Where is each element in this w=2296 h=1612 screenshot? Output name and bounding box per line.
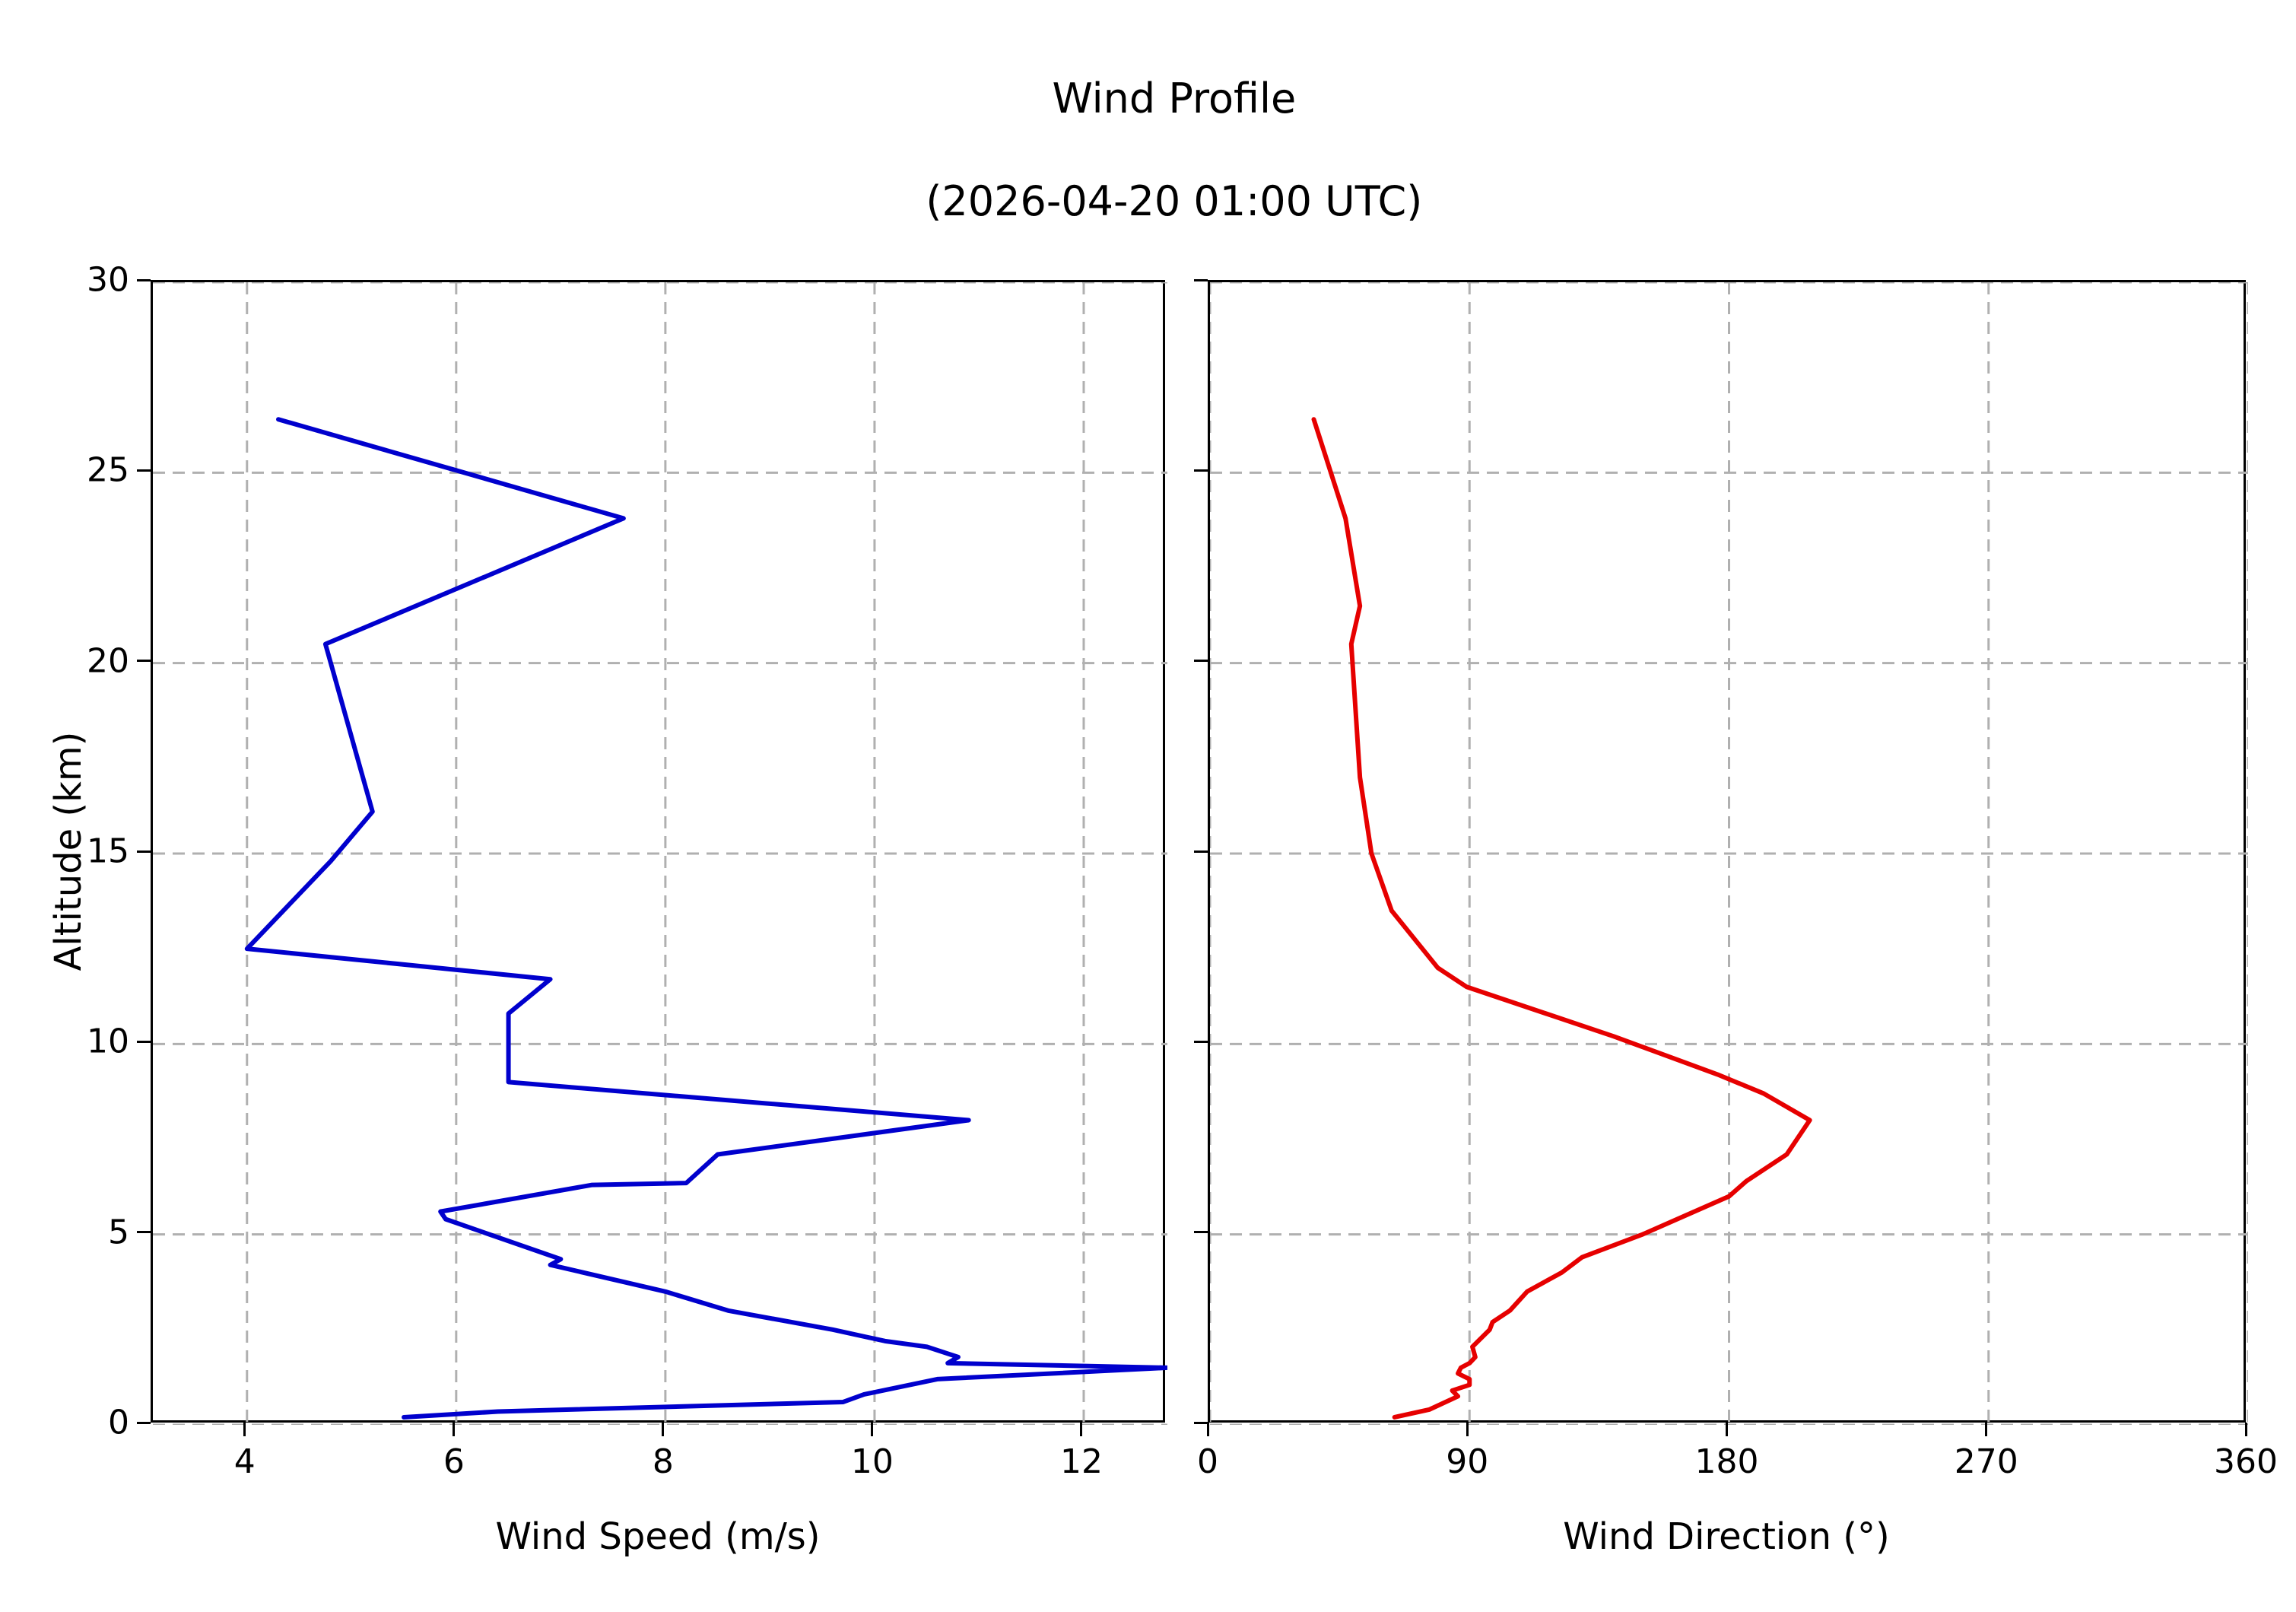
x-tick-mark — [871, 1423, 874, 1436]
x-tick-mark — [1466, 1423, 1469, 1436]
y-tick-label: 20 — [87, 641, 129, 681]
x-tick-label: 0 — [1197, 1442, 1218, 1481]
wind-speed-plot-area — [153, 282, 1167, 1425]
wind-direction-axes — [1208, 280, 2248, 1425]
y-tick-mark — [137, 1040, 151, 1043]
x-tick-label: 12 — [1059, 1442, 1103, 1481]
y-tick-mark — [137, 469, 151, 472]
data-series-line — [244, 417, 1167, 1420]
x-tick-mark — [662, 1423, 665, 1436]
x-tick-mark — [1726, 1423, 1728, 1436]
y-tick-mark — [137, 850, 151, 853]
y-tick-mark — [1194, 1231, 1208, 1234]
y-tick-label: 5 — [108, 1213, 129, 1252]
y-tick-mark — [1194, 660, 1208, 663]
wind-speed-xlabel: Wind Speed (m/s) — [495, 1515, 821, 1558]
data-series-line — [1311, 417, 1812, 1420]
wind-direction-plot-area — [1210, 282, 2248, 1425]
y-tick-label: 15 — [87, 831, 129, 871]
figure-title: Wind Profile (2026-04-20 01:00 UTC) — [0, 21, 2296, 278]
y-tick-mark — [1194, 850, 1208, 853]
x-tick-mark — [2244, 1423, 2247, 1436]
x-tick-label: 360 — [2214, 1442, 2278, 1481]
figure-title-line2: (2026-04-20 01:00 UTC) — [926, 176, 1423, 225]
y-tick-label: 10 — [87, 1022, 129, 1061]
x-tick-label: 6 — [443, 1442, 465, 1481]
y-tick-label: 30 — [87, 260, 129, 300]
y-tick-mark — [1194, 278, 1208, 281]
y-tick-mark — [137, 278, 151, 281]
y-tick-label: 0 — [108, 1403, 129, 1442]
x-tick-mark — [1080, 1423, 1083, 1436]
x-tick-mark — [243, 1423, 246, 1436]
x-tick-mark — [453, 1423, 456, 1436]
x-tick-label: 180 — [1694, 1442, 1759, 1481]
x-tick-label: 8 — [652, 1442, 674, 1481]
y-tick-label: 25 — [87, 450, 129, 490]
y-tick-mark — [1194, 1040, 1208, 1043]
x-tick-mark — [1985, 1423, 1988, 1436]
y-tick-mark — [137, 1231, 151, 1234]
wind-direction-xlabel: Wind Direction (°) — [1563, 1515, 1890, 1558]
y-tick-mark — [1194, 469, 1208, 472]
y-tick-mark — [1194, 1421, 1208, 1424]
wind-speed-axes — [151, 280, 1167, 1425]
x-tick-mark — [1206, 1423, 1209, 1436]
x-tick-label: 10 — [850, 1442, 894, 1481]
altitude-ylabel: Altitude (km) — [47, 731, 90, 971]
y-tick-mark — [137, 1421, 151, 1424]
y-tick-mark — [137, 660, 151, 663]
figure-title-line1: Wind Profile — [1052, 74, 1297, 122]
x-tick-label: 90 — [1446, 1442, 1489, 1481]
x-tick-label: 270 — [1954, 1442, 2018, 1481]
x-tick-label: 4 — [233, 1442, 256, 1481]
